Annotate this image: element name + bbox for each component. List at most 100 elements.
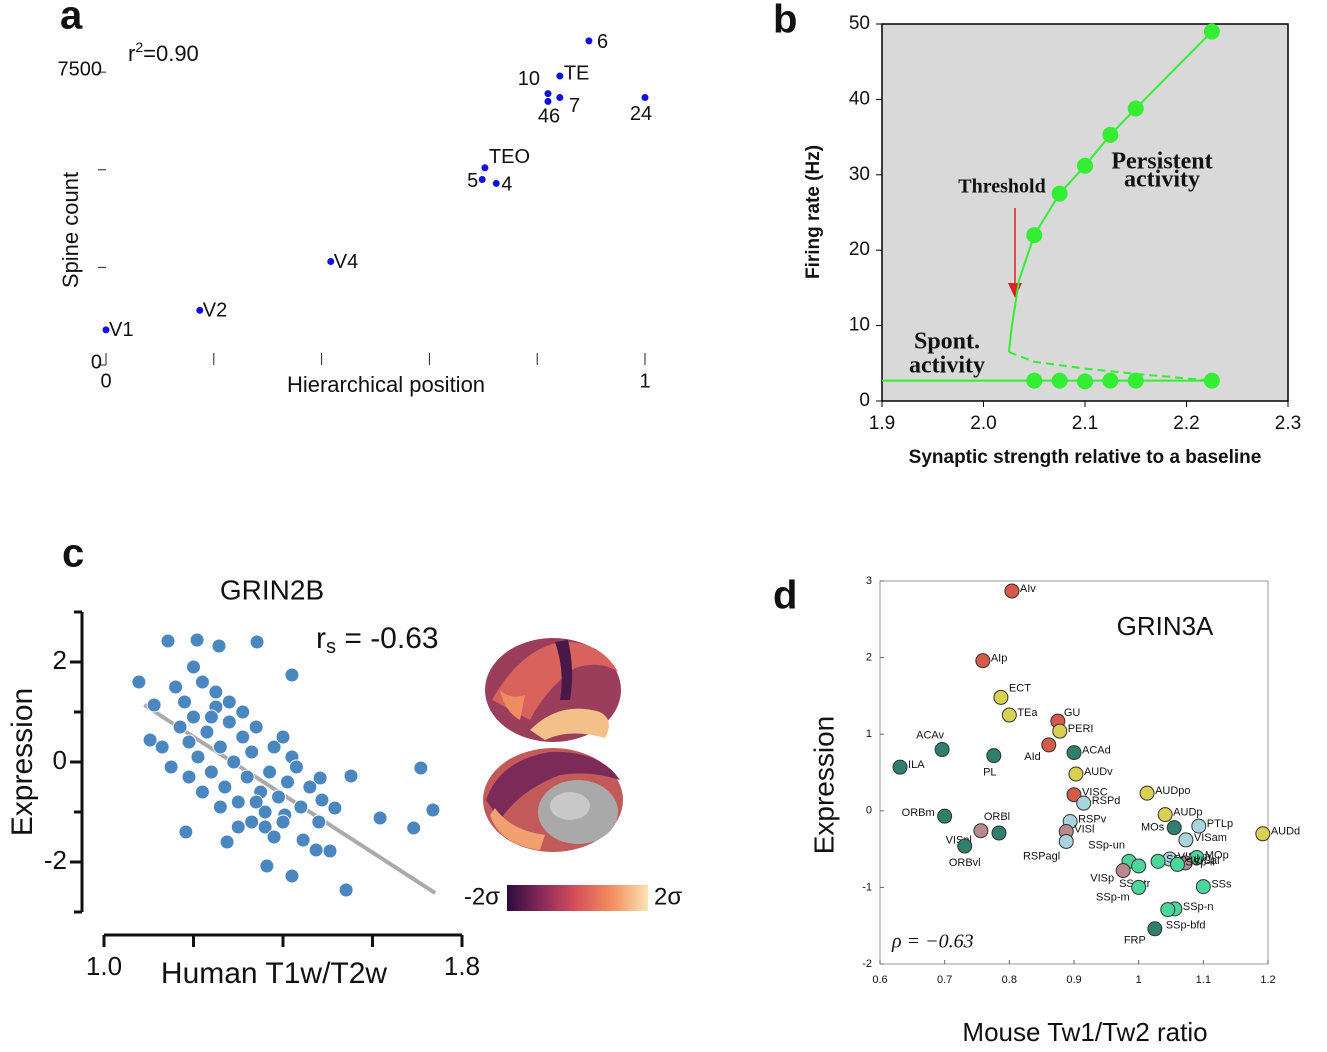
y-axis-title: Firing rate (Hz) xyxy=(803,145,824,279)
x-tick-label: 0.8 xyxy=(1002,974,1017,986)
data-point xyxy=(186,709,201,725)
panel-label: b xyxy=(773,0,797,42)
data-point xyxy=(1058,833,1074,849)
x-tick-label: 1.1 xyxy=(1196,974,1211,986)
data-point xyxy=(993,689,1009,705)
data-point xyxy=(266,739,282,755)
data-point xyxy=(1178,832,1194,848)
x-tick-label: 1 xyxy=(1136,974,1142,986)
y-tick-label: 2 xyxy=(53,645,67,675)
data-point xyxy=(556,72,564,80)
data-point xyxy=(1001,707,1017,723)
y-axis-title: Spine count xyxy=(58,172,83,288)
y-axis-title: Expression xyxy=(6,688,39,836)
point-label: 10 xyxy=(518,68,540,90)
point-label: SSp-n xyxy=(1183,901,1214,913)
data-point xyxy=(230,819,246,835)
data-point xyxy=(235,729,251,745)
data-point xyxy=(284,667,300,683)
x-tick-label: 2.1 xyxy=(1072,413,1098,434)
data-point xyxy=(211,638,227,654)
point-label: V1 xyxy=(109,319,133,341)
data-point xyxy=(142,732,158,748)
y-tick-label: 2 xyxy=(866,652,872,664)
data-point xyxy=(203,764,219,780)
data-point xyxy=(425,802,441,818)
data-point xyxy=(1147,921,1163,937)
data-point xyxy=(1157,807,1173,823)
spont-label: activity xyxy=(909,353,985,379)
data-point xyxy=(308,842,324,858)
data-point xyxy=(327,258,335,266)
data-point xyxy=(230,794,246,810)
persistent-label: Persistent xyxy=(1111,149,1212,175)
point-label: SSp-m xyxy=(1096,891,1130,903)
y-tick-label: 20 xyxy=(849,239,870,260)
point-label: RSPv xyxy=(1078,813,1107,825)
annotation-symbol: r xyxy=(128,41,135,66)
chart-title: GRIN2B xyxy=(220,574,324,605)
point-label: VISp xyxy=(1090,872,1114,884)
point-label: GU xyxy=(1064,707,1081,719)
data-point xyxy=(199,724,215,740)
data-point xyxy=(1051,185,1068,202)
x-tick-label: 1.2 xyxy=(1260,974,1275,986)
data-point xyxy=(1127,100,1144,117)
annotation-superscript: 2 xyxy=(135,39,143,55)
data-point xyxy=(544,97,552,105)
point-label: ECT xyxy=(1009,682,1031,694)
data-point xyxy=(248,794,264,810)
data-point xyxy=(221,714,237,730)
data-point xyxy=(172,719,188,735)
data-point xyxy=(249,634,265,650)
point-label: TEa xyxy=(1017,707,1038,719)
data-point xyxy=(284,868,300,884)
point-label: SSs xyxy=(1211,879,1232,891)
data-point xyxy=(327,800,343,816)
x-tick-label: 1.8 xyxy=(444,951,480,981)
data-point xyxy=(219,834,235,850)
annotation: r2=0.90 xyxy=(128,39,199,66)
data-point xyxy=(146,697,162,713)
data-point xyxy=(1066,787,1082,803)
y-tick-label: 0 xyxy=(866,805,872,817)
data-point xyxy=(302,779,318,795)
data-point xyxy=(372,810,388,826)
point-label: 5 xyxy=(467,170,478,192)
data-point xyxy=(343,768,359,784)
point-label: MOs xyxy=(1141,822,1165,834)
persistent-label: activity xyxy=(1124,167,1200,193)
x-tick-label: 0.6 xyxy=(872,974,887,986)
y-tick-label: 40 xyxy=(849,88,870,109)
point-label: FRP xyxy=(1124,935,1146,947)
data-point xyxy=(271,789,287,805)
data-point xyxy=(937,808,953,824)
y-tick-label: 0 xyxy=(859,390,870,411)
point-label: VISC xyxy=(1082,787,1108,799)
data-point xyxy=(1195,879,1211,895)
data-point xyxy=(1102,126,1119,143)
data-point xyxy=(1139,785,1155,801)
point-label: PL xyxy=(983,767,996,779)
data-point xyxy=(288,759,304,775)
y-tick-label: 0 xyxy=(53,745,67,775)
data-point xyxy=(235,704,251,720)
data-point xyxy=(1203,372,1220,389)
data-point xyxy=(1068,766,1084,782)
data-point xyxy=(641,94,649,102)
data-point xyxy=(1076,795,1092,811)
point-label: SSp-bfd xyxy=(1166,920,1206,932)
x-tick-label: 1 xyxy=(639,370,650,392)
data-point xyxy=(168,679,184,695)
x-tick-label: 2.3 xyxy=(1275,413,1301,434)
point-label: VISl xyxy=(1074,823,1094,835)
threshold-label: Threshold xyxy=(958,176,1045,198)
x-axis-title: Synaptic strength relative to a baseline xyxy=(909,447,1262,468)
data-point xyxy=(1203,23,1220,40)
point-label: ORBm xyxy=(902,807,935,819)
data-point xyxy=(314,792,330,808)
x-tick-label: 0.7 xyxy=(937,974,952,986)
data-point xyxy=(239,769,255,785)
data-point xyxy=(585,37,593,45)
data-point xyxy=(212,799,228,815)
